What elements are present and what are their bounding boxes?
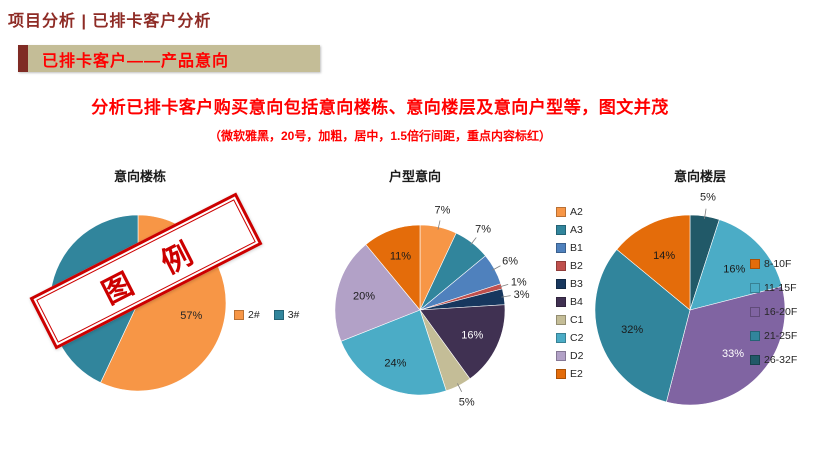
pie-slice-8-10F: [616, 214, 691, 311]
banner-label: 已排卡客户——产品意向: [42, 52, 230, 70]
legend-label: A3: [570, 224, 583, 236]
legend-swatch: [556, 333, 566, 343]
legend-label: 11-15F: [764, 282, 797, 294]
pie-slice-C2: [340, 309, 447, 396]
banner-accent-block: [18, 45, 28, 72]
legend-label: C2: [570, 332, 584, 344]
legend-swatch: [234, 310, 244, 320]
legend-label: 2#: [248, 309, 260, 321]
pie-label-A2: 7%: [434, 205, 450, 217]
pie-label-8-10F: 14%: [653, 250, 675, 262]
chart-title-building: 意向楼栋: [113, 169, 166, 184]
legend-item-B4: B4: [556, 296, 583, 308]
legend-item-E2: E2: [556, 368, 583, 380]
legend-label: D2: [570, 350, 584, 362]
label-leader: [470, 237, 477, 246]
label-leader: [437, 220, 441, 230]
legend-swatch: [273, 310, 284, 320]
pie-label-B3: 3%: [514, 289, 530, 301]
legend-label: 3#: [287, 309, 300, 321]
chart-title-floor: 意向楼层: [673, 169, 726, 184]
legend-swatch: [556, 207, 566, 217]
legend-swatch: [556, 225, 566, 235]
legend-label: C1: [570, 314, 584, 326]
legend-label: B1: [570, 242, 583, 254]
legend-swatch: [556, 297, 566, 307]
pie-label-E2: 11%: [390, 251, 411, 263]
legend-label: 16-20F: [764, 306, 798, 318]
label-leader: [704, 208, 707, 220]
label-leader: [501, 295, 511, 298]
pie-label-B4: 16%: [461, 330, 483, 342]
legend-item-B2: B2: [556, 260, 583, 272]
label-leader: [492, 265, 501, 271]
legend-item-2#: 2#: [234, 309, 260, 321]
legend-swatch: [556, 351, 566, 361]
pie-label-A3: 7%: [475, 224, 491, 236]
pie-label-11-15F: 16%: [723, 263, 745, 275]
pie-slice-B4: [419, 304, 506, 380]
legend-item-16-20F: 16-20F: [750, 306, 797, 318]
pie-label-C1: 5%: [459, 397, 475, 409]
pie-label-26-32F: 5%: [700, 191, 716, 203]
legend-swatch: [750, 355, 760, 365]
legend-swatch: [556, 315, 566, 325]
legend-item-8-10F: 8-10F: [750, 258, 797, 270]
heading-block: 分析已排卡客户购买意向包括意向楼栋、意向楼层及意向户型等，图文并茂 （微软雅黑，…: [0, 93, 760, 144]
legend-label: B4: [570, 296, 583, 308]
pie-slice-D2: [334, 244, 421, 342]
legend-label: 8-10F: [764, 258, 792, 270]
legend-swatch: [556, 369, 566, 379]
legend-item-21-25F: 21-25F: [750, 330, 797, 342]
page-title: 项目分析 | 已排卡客户分析: [8, 13, 212, 30]
pie-label-16-20F: 33%: [722, 348, 744, 360]
legend-label: B3: [570, 278, 583, 290]
legend-swatch: [750, 259, 760, 269]
legend-label: 26-32F: [764, 354, 798, 366]
legend-item-26-32F: 26-32F: [750, 354, 797, 366]
pie-label-B1: 6%: [502, 255, 518, 267]
legend-swatch: [750, 307, 760, 317]
legend-floor: 8-10F 11-15F 16-20F 21-25F 26-32F: [750, 258, 797, 366]
legend-label: 21-25F: [764, 330, 798, 342]
legend-item-11-15F: 11-15F: [750, 282, 797, 294]
legend-item-3#: 3#: [273, 309, 300, 321]
label-leader: [499, 284, 509, 288]
section-banner: 已排卡客户——产品意向: [18, 45, 320, 72]
pie-label-21-25F: 32%: [621, 324, 643, 336]
legend-swatch: [556, 243, 566, 253]
legend-unittype: A2 A3 B1 B2 B3 B4 C1 C2 D2 E2: [556, 206, 583, 380]
pie-chart-unittype: 7% 7% 6% 1%3% 16% 5% 24% 20% 11%: [334, 205, 530, 409]
heading-line2: （微软雅黑，20号，加粗，居中，1.5倍行间距，重点内容标红）: [208, 129, 552, 143]
legend-item-C2: C2: [556, 332, 583, 344]
pie-label-2#: 57%: [180, 310, 202, 322]
legend-item-B3: B3: [556, 278, 583, 290]
legend-item-A3: A3: [556, 224, 583, 236]
pie-slice-E2: [365, 224, 421, 311]
legend-label: E2: [570, 368, 583, 380]
legend-item-C1: C1: [556, 314, 583, 326]
legend-swatch: [556, 279, 566, 289]
heading-line1: 分析已排卡客户购买意向包括意向楼栋、意向楼层及意向户型等，图文并茂: [91, 98, 669, 117]
legend-swatch: [556, 261, 566, 271]
chart-title-unittype: 户型意向: [388, 169, 441, 184]
legend-item-D2: D2: [556, 350, 583, 362]
legend-item-B1: B1: [556, 242, 583, 254]
label-leader: [457, 383, 463, 392]
legend-item-A2: A2: [556, 206, 583, 218]
pie-label-D2: 20%: [353, 291, 375, 303]
pie-slice-21-25F: [594, 249, 691, 403]
legend-swatch: [750, 331, 760, 341]
legend-building: 2# 3#: [234, 309, 299, 321]
legend-label: A2: [570, 206, 583, 218]
legend-label: B2: [570, 260, 583, 272]
pie-label-B2: 1%: [511, 276, 527, 288]
legend-swatch: [750, 283, 760, 293]
pie-label-C2: 24%: [384, 357, 406, 369]
